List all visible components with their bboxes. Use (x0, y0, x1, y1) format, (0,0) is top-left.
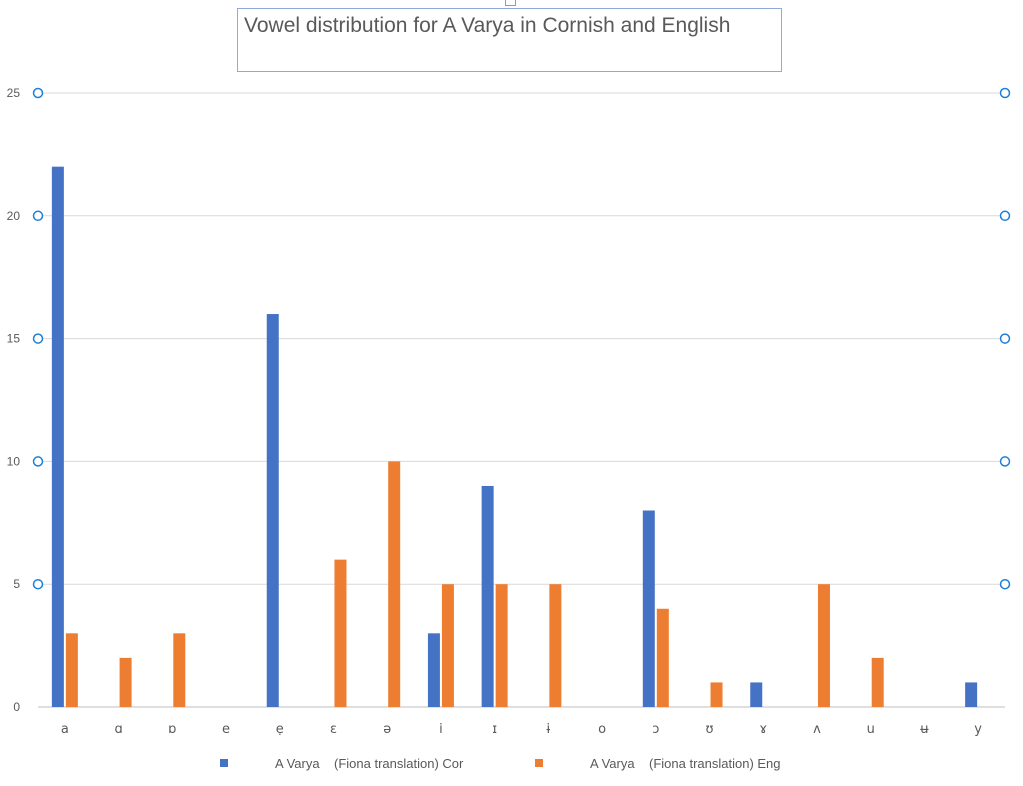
x-tick-label: ɔ (652, 722, 659, 737)
y-tick-label: 25 (7, 86, 21, 100)
selection-handle[interactable] (32, 210, 44, 222)
bar-eng (65, 633, 78, 707)
selection-handle[interactable] (32, 456, 44, 467)
x-tick-label: ɨ (547, 722, 551, 737)
x-tick-label: ɤ (759, 722, 767, 737)
bar-cor (481, 485, 494, 707)
selection-handle[interactable] (32, 578, 44, 590)
x-tick-label: e (222, 722, 230, 737)
bar-cor (750, 682, 763, 707)
selection-handle[interactable] (999, 578, 1011, 590)
chart-title: Vowel distribution for A Varya in Cornis… (244, 14, 731, 37)
bar-eng (710, 682, 723, 707)
bar-eng (817, 584, 830, 707)
bar-cor (642, 510, 655, 707)
x-tick-label: i (439, 722, 443, 737)
x-tick-label: ẹ (276, 722, 284, 737)
resize-handle-top[interactable] (505, 0, 516, 6)
x-tick-label: a (61, 722, 69, 737)
x-tick-label: ɛ (330, 722, 337, 737)
x-tick-label: ɪ (492, 722, 497, 737)
bar-eng (173, 633, 186, 707)
bar-eng (388, 461, 401, 707)
selection-handle[interactable] (999, 87, 1011, 99)
bar-cor (427, 633, 440, 707)
y-tick-label: 0 (13, 700, 20, 714)
x-tick-label: ə (383, 722, 391, 737)
bar-eng (119, 657, 132, 707)
bar-cor (51, 166, 64, 707)
y-tick-label: 10 (7, 454, 21, 468)
selection-handle[interactable] (999, 333, 1011, 344)
bar-eng (441, 584, 454, 707)
legend-label: A Varya (Fiona translation) Cor (275, 756, 464, 771)
bar-cor (965, 682, 978, 707)
x-tick-label: ʉ (920, 722, 929, 737)
x-tick-label: y (974, 722, 982, 737)
x-tick-label: o (598, 722, 606, 737)
legend-label: A Varya (Fiona translation) Eng (590, 756, 781, 771)
x-tick-label: ʊ (706, 722, 714, 737)
selection-handle[interactable] (32, 333, 44, 344)
chart-title-box[interactable]: Vowel distribution for A Varya in Cornis… (237, 8, 782, 72)
y-tick-label: 20 (7, 209, 21, 223)
x-tick-label: ʌ (813, 722, 821, 737)
bar-eng (871, 657, 884, 707)
bar-cor (266, 314, 279, 707)
x-tick-label: ɑ (114, 722, 122, 737)
x-tick-label: ɒ (168, 722, 176, 737)
selection-handle[interactable] (32, 87, 44, 99)
bar-eng (495, 584, 508, 707)
legend-swatch (535, 759, 543, 767)
y-tick-label: 15 (7, 332, 21, 346)
x-tick-label: u (867, 722, 875, 737)
selection-handle[interactable] (999, 456, 1011, 467)
y-tick-label: 5 (13, 577, 20, 591)
bar-eng (334, 559, 347, 707)
selection-handle[interactable] (999, 210, 1011, 222)
legend-swatch (220, 759, 228, 767)
bar-eng (656, 608, 669, 707)
bar-eng (549, 584, 562, 707)
